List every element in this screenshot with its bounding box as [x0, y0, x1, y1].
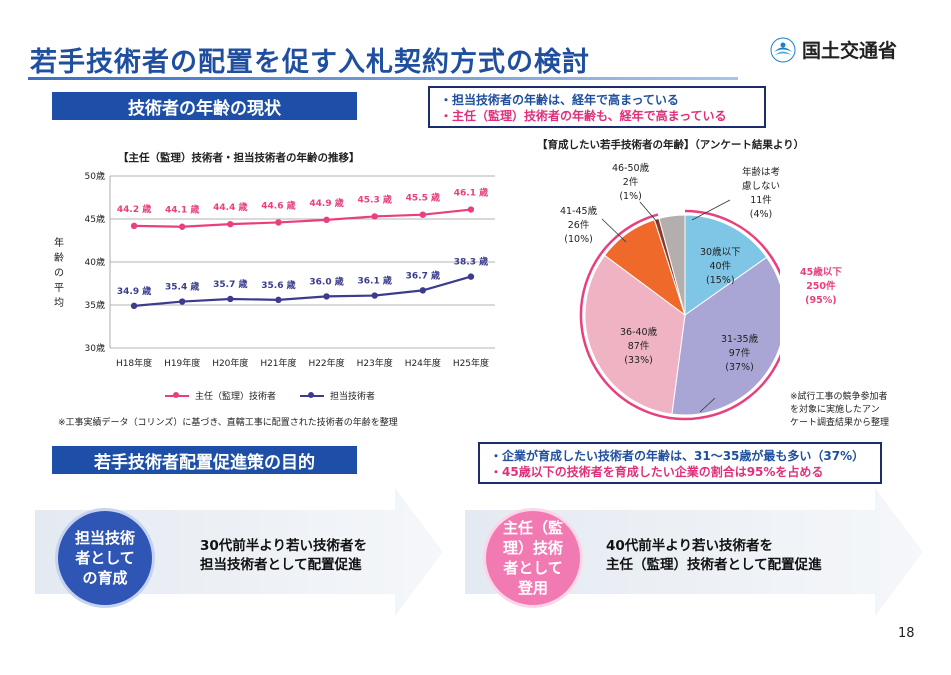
data-point — [323, 293, 330, 300]
y-tick-label: 45歳 — [85, 213, 105, 225]
title-rule — [28, 77, 738, 80]
leader-line — [691, 199, 731, 221]
legend-label: 担当技術者 — [330, 392, 376, 402]
callout-line: ・主任（監理）技術者の年齢も、経年で高まっている — [440, 109, 727, 123]
highlight-arc-under-45 — [579, 209, 780, 421]
data-label: 36.1 歳 — [358, 275, 392, 287]
data-label: 35.4 歳 — [165, 281, 199, 293]
data-point — [275, 296, 282, 304]
y-tick-label: 35歳 — [85, 299, 105, 311]
x-tick-label: H18年度 — [116, 357, 152, 369]
x-tick-label: H24年度 — [405, 357, 441, 369]
data-point — [467, 273, 475, 280]
data-point — [178, 298, 186, 305]
callout-survey-result: ・企業が育成したい技術者の年齢は、31～35歳が最も多い（37%） ・45歳以下… — [478, 442, 882, 484]
pie-slice-2 — [584, 254, 686, 415]
data-label: 45.3 歳 — [358, 193, 392, 205]
line-chart-ylabel: 年齢の平均 — [54, 238, 64, 309]
data-label: 36.7 歳 — [406, 269, 440, 281]
data-point — [227, 295, 234, 303]
x-tick-label: H20年度 — [212, 357, 248, 369]
goal-text-chief: 40代前半より若い技術者を 主任（監理）技術者として配置促進 — [606, 538, 822, 573]
legend-swatch — [300, 391, 325, 398]
data-label: 45.5 歳 — [406, 192, 440, 204]
y-tick-label: 50歳 — [85, 170, 105, 182]
legend-item-staff: 担当技術者 — [300, 389, 375, 402]
data-label: 44.4 歳 — [213, 201, 247, 213]
x-tick-label: H25年度 — [453, 357, 489, 369]
data-label: 44.6 歳 — [261, 199, 295, 211]
pie-label-36-40: 36-40歳 87件 (33%) — [620, 327, 658, 366]
logo-text: 国土交通省 — [802, 40, 898, 62]
mlit-logo: 国土交通省 — [770, 36, 897, 63]
purpose-section-header: 若手技術者配置促進策の目的 — [52, 446, 357, 474]
legend-label: 主任（監理）技術者 — [195, 392, 277, 402]
callout-age-trend: ・担当技術者の年齢は、経年で高まっている ・主任（監理）技術者の年齢も、経年で高… — [428, 86, 766, 128]
leader-line — [699, 397, 716, 413]
pie-chart-title: 【育成したい若手技術者の年齢】（アンケート結果より） — [537, 139, 805, 151]
data-label: 36.0 歳 — [309, 275, 343, 287]
pie-label-unknown: 年齢は考 慮しない 11件 (4%) — [742, 167, 781, 220]
data-point — [227, 220, 234, 228]
pie-label-46-50: 46-50歳 2件 (1%) — [612, 163, 650, 202]
data-label: 44.9 歳 — [309, 197, 343, 209]
data-point — [130, 302, 138, 310]
age-section-header: 技術者の年齢の現状 — [52, 92, 357, 120]
x-tick-label: H23年度 — [357, 357, 393, 369]
leader-line — [639, 201, 659, 224]
goal-circle-staff: 担当技術 者として の育成 — [55, 508, 155, 608]
x-tick-label: H21年度 — [260, 357, 296, 369]
data-label: 34.9 歳 — [117, 285, 151, 297]
y-tick-label: 30歳 — [85, 342, 105, 354]
pie-chart — [579, 199, 780, 421]
line-chart-legend: 主任（監理）技術者 担当技術者 — [165, 389, 375, 402]
data-point — [419, 211, 427, 218]
data-point — [275, 219, 282, 226]
data-point — [178, 223, 186, 230]
page-number: 18 — [898, 626, 915, 641]
data-point — [467, 206, 475, 213]
data-point — [130, 222, 138, 230]
data-label: 44.2 歳 — [117, 203, 151, 215]
series-line-1 — [133, 275, 472, 307]
callout-line: ・企業が育成したい技術者の年齢は、31～35歳が最も多い（37%） — [490, 449, 865, 463]
survey-note: ※試行工事の競争参加者 を対象に実施したアン ケート調査結果から整理 — [790, 392, 890, 428]
x-tick-label: H22年度 — [308, 357, 344, 369]
callout-line: ・45歳以下の技術者を育成したい企業の割合は95%を占める — [490, 465, 824, 479]
data-point — [371, 213, 378, 220]
pie-label-30-under: 30歳以下 40件 (15%) — [700, 247, 741, 286]
page-title: 若手技術者の配置を促す入札契約方式の検討 — [30, 47, 590, 78]
data-point — [323, 216, 330, 224]
data-label: 35.7 歳 — [213, 278, 247, 290]
leader-line — [601, 218, 627, 243]
pie-slice-1 — [671, 256, 780, 416]
y-tick-label: 40歳 — [85, 256, 105, 268]
legend-swatch — [165, 391, 189, 398]
pie-slice-0 — [684, 214, 768, 316]
legend-item-chief: 主任（監理）技術者 — [165, 389, 276, 402]
goal-circle-chief: 主任（監 理）技術 者として 登用 — [483, 508, 583, 608]
pie-slice-5 — [658, 214, 686, 316]
data-label: 35.6 歳 — [261, 279, 295, 291]
pie-label-under-45: 45歳以下 250件 (95%) — [800, 267, 842, 306]
data-label: 44.1 歳 — [165, 204, 199, 216]
pie-label-31-35: 31-35歳 97件 (37%) — [721, 334, 759, 373]
right-arrow-band — [465, 488, 923, 616]
callout-line: ・担当技術者の年齢は、経年で高まっている — [440, 93, 679, 107]
data-point — [371, 292, 378, 299]
data-label: 46.1 歳 — [454, 187, 488, 199]
pie-label-41-45: 41-45歳 26件 (10%) — [560, 206, 598, 245]
line-chart-title: 【主任（監理）技術者・担当技術者の年齢の推移】 — [118, 152, 360, 164]
x-tick-label: H19年度 — [164, 357, 200, 369]
data-point — [419, 287, 427, 294]
line-chart-note: ※工事実績データ（コリンズ）に基づき、直轄工事に配置された技術者の年齢を整理 — [58, 418, 398, 428]
data-label: 38.3 歳 — [454, 256, 488, 268]
line-chart: 30歳 35歳 40歳 45歳 50歳 H18年度 H19年度 H20年度 H21年度 H22年度… — [85, 170, 495, 369]
series-line-0 — [134, 208, 472, 228]
mlit-emblem-icon — [770, 37, 796, 62]
goal-text-staff: 30代前半より若い技術者を 担当技術者として配置促進 — [200, 538, 368, 573]
